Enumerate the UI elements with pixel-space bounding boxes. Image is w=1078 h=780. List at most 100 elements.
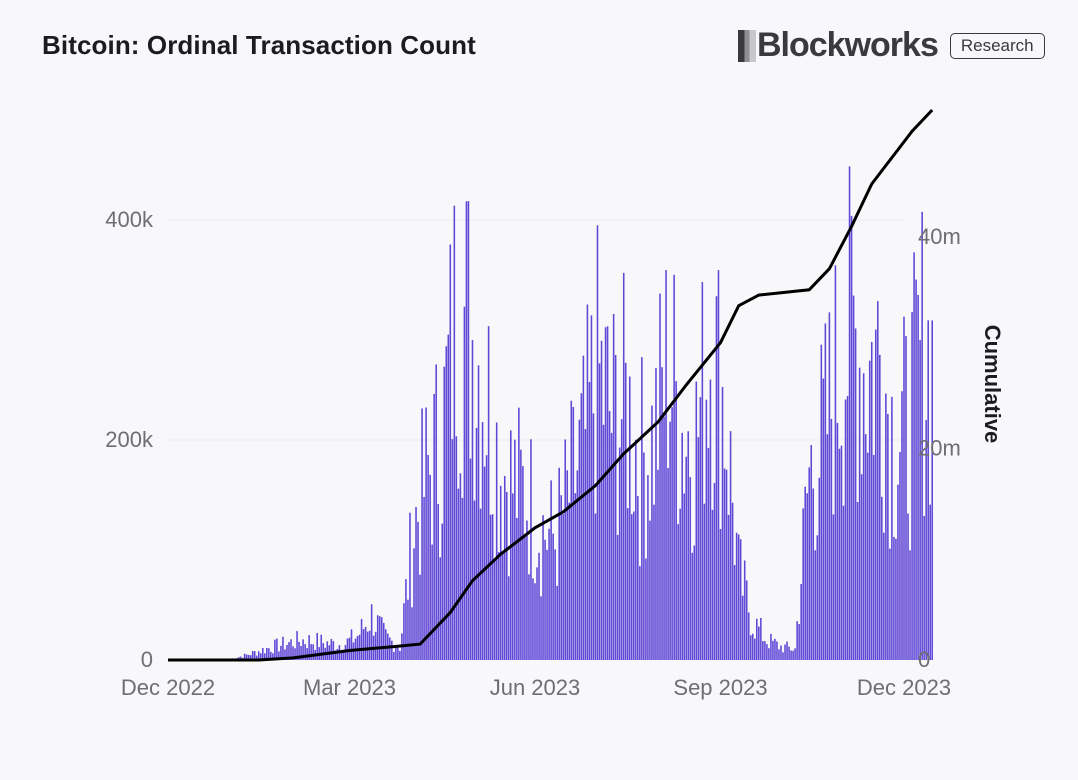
bar xyxy=(893,536,895,660)
bar xyxy=(860,474,863,660)
y-right-tick-label: 0 xyxy=(918,647,930,672)
bar xyxy=(455,436,458,660)
bar xyxy=(927,320,929,660)
bar xyxy=(530,439,532,660)
bar xyxy=(749,635,752,660)
bar xyxy=(630,514,633,660)
bar xyxy=(441,523,444,660)
bar xyxy=(669,421,671,660)
bar xyxy=(586,304,589,660)
bar xyxy=(923,515,925,660)
bar xyxy=(673,274,675,660)
bar xyxy=(491,514,494,660)
bar xyxy=(592,413,595,660)
bar xyxy=(465,201,468,660)
bar xyxy=(544,539,546,660)
bar xyxy=(554,549,556,660)
bar xyxy=(868,360,871,660)
bar xyxy=(883,532,885,660)
bar xyxy=(282,636,284,660)
bar xyxy=(778,649,780,660)
chart-title: Bitcoin: Ordinal Transaction Count xyxy=(42,30,476,60)
bar xyxy=(310,644,312,660)
bar xyxy=(830,418,833,660)
bar xyxy=(671,407,673,660)
bar xyxy=(885,393,887,660)
bar xyxy=(774,638,776,660)
bar xyxy=(580,393,583,660)
bar xyxy=(602,424,605,660)
bar xyxy=(374,631,377,660)
bar xyxy=(568,502,571,660)
bar xyxy=(239,656,242,660)
cumulative-line xyxy=(168,108,934,662)
bar xyxy=(788,646,790,660)
bar xyxy=(879,354,881,660)
bar xyxy=(340,651,343,660)
bar xyxy=(677,524,679,660)
bar xyxy=(306,648,308,660)
bar xyxy=(711,509,714,660)
bar xyxy=(389,637,391,660)
bar xyxy=(292,646,294,660)
bar xyxy=(407,599,409,660)
bar xyxy=(872,454,875,660)
bar xyxy=(838,448,841,660)
bar xyxy=(330,639,333,660)
bar xyxy=(747,612,750,660)
bar xyxy=(877,301,879,660)
bar xyxy=(572,407,575,660)
brand-name: Blockworks xyxy=(757,26,939,64)
bar xyxy=(362,629,365,660)
bar xyxy=(663,416,665,660)
bar xyxy=(576,470,579,660)
bar xyxy=(413,548,415,660)
bar xyxy=(707,447,710,660)
bar xyxy=(487,326,490,660)
bar xyxy=(499,485,502,660)
bar xyxy=(423,496,425,660)
bar xyxy=(735,532,738,660)
bar xyxy=(427,455,429,660)
bar xyxy=(792,650,794,660)
bar xyxy=(495,422,498,660)
bar xyxy=(429,474,431,660)
bar xyxy=(556,585,558,660)
bar xyxy=(518,407,520,660)
bar xyxy=(653,504,655,660)
bar xyxy=(798,624,800,660)
bar xyxy=(461,497,464,660)
y-right-tick-label: 20m xyxy=(918,435,961,460)
bar xyxy=(626,508,629,660)
bar xyxy=(528,574,530,660)
bar xyxy=(881,496,883,660)
y-axis-right: 0 20m 40m xyxy=(918,224,961,672)
bar xyxy=(645,558,647,660)
bar xyxy=(639,566,641,660)
bar xyxy=(542,515,544,660)
bar xyxy=(715,296,718,660)
bar xyxy=(270,651,272,660)
bar xyxy=(899,451,901,660)
bar xyxy=(874,329,877,660)
bar xyxy=(709,379,712,660)
bar xyxy=(618,447,621,660)
bar xyxy=(278,651,280,660)
bar xyxy=(243,653,246,660)
bar xyxy=(290,639,292,660)
bar xyxy=(756,618,758,660)
bar xyxy=(366,631,369,660)
bar xyxy=(439,557,441,660)
bar xyxy=(705,399,708,660)
bar xyxy=(445,346,448,660)
bar xyxy=(727,514,730,660)
bar xyxy=(844,399,847,660)
bar xyxy=(497,552,500,660)
bar xyxy=(864,434,867,660)
bar xyxy=(743,560,746,660)
bar xyxy=(467,201,470,660)
bar xyxy=(768,648,770,660)
bar xyxy=(925,419,927,660)
bar xyxy=(501,550,504,660)
bar xyxy=(858,367,861,660)
